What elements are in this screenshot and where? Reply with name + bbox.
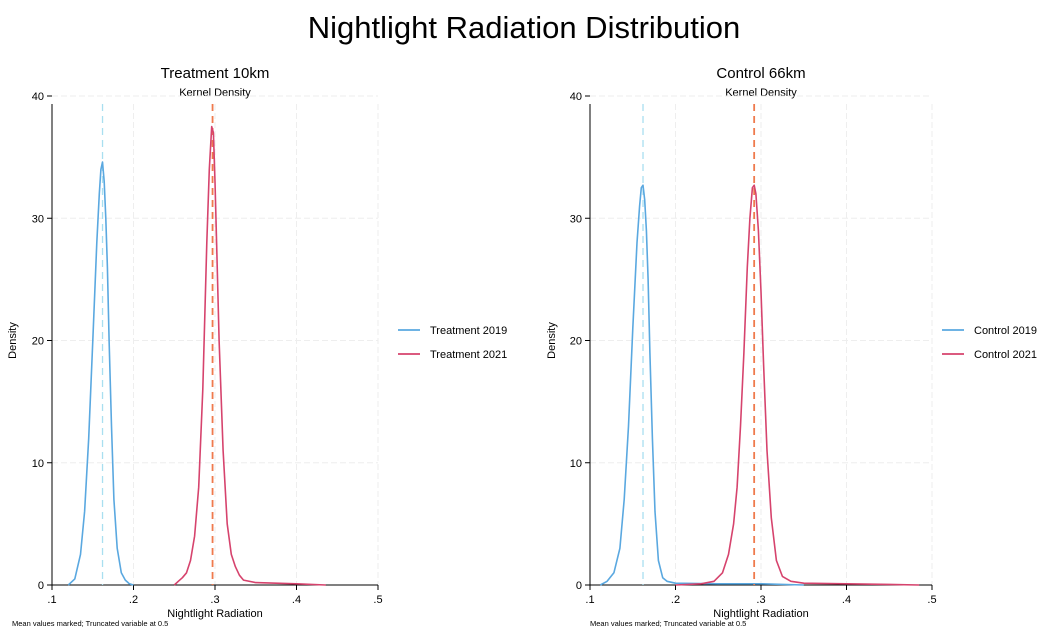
panel-title: Treatment 10km [161,65,270,82]
x-axis-label: Nightlight Radiation [167,608,262,620]
panel-subtitle: Kernel Density [179,87,251,99]
x-tick-label: .5 [927,594,936,606]
chart-panel-2: Control 66km Kernel Density 0 10 20 30 40 .1 .2.… [546,65,1037,628]
chart-panel-1: Treatment 10km Kernel Density 0 10 20 30 40 .1.… [7,65,507,628]
y-tick-label: 30 [570,213,582,225]
figure-title: Nightlight Radiation Distribution [307,10,741,45]
x-tick-label: .2 [129,594,138,606]
panel-subtitle: Kernel Density [725,87,797,99]
density-curve-2 [675,184,920,586]
legend-label-2: Control 2021 [974,349,1037,361]
legend-label-1: Treatment 2019 [430,325,507,337]
density-curve-1 [599,184,804,586]
x-tick-label: .1 [585,594,594,606]
y-tick-label: 0 [38,580,44,592]
y-tick-label: 40 [570,91,582,103]
x-tick-label: .2 [671,594,680,606]
density-curve-1 [67,161,134,586]
y-tick-label: 30 [32,213,44,225]
y-tick-label: 10 [32,458,44,470]
y-tick-label: 20 [32,336,44,348]
x-tick-label: .3 [756,594,765,606]
legend: Control 2019 Control 2021 [942,325,1037,361]
y-axis-label: Density [546,322,558,359]
x-tick-label: .3 [210,594,219,606]
x-axis-label: Nightlight Radiation [713,608,808,620]
y-tick-label: 10 [570,458,582,470]
x-tick-label: .5 [373,594,382,606]
density-curve-2 [173,125,326,586]
chart-note: Mean values marked; Truncated variable a… [12,619,168,628]
chart-note: Mean values marked; Truncated variable a… [590,619,746,628]
x-tick-label: .1 [47,594,56,606]
panel-title: Control 66km [716,65,805,82]
y-tick-label: 20 [570,336,582,348]
y-axis-label: Density [7,322,19,359]
y-tick-label: 40 [32,91,44,103]
legend-label-1: Control 2019 [974,325,1037,337]
y-tick-label: 0 [576,580,582,592]
legend: Treatment 2019 Treatment 2021 [398,325,507,361]
legend-label-2: Treatment 2021 [430,349,507,361]
x-tick-label: .4 [842,594,851,606]
x-tick-label: .4 [292,594,301,606]
